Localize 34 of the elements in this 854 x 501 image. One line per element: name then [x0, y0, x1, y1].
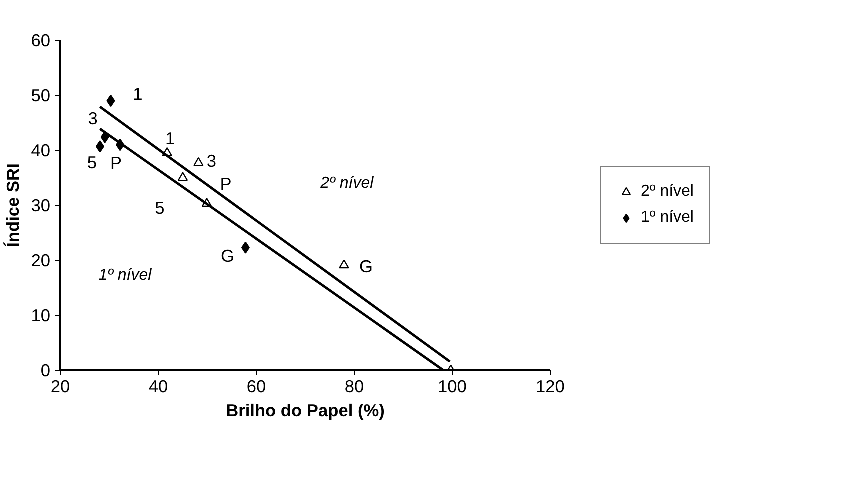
annotation: G: [220, 246, 234, 266]
annotation: 5: [155, 198, 165, 218]
annotation: 1: [133, 84, 143, 104]
x-tick-label: 40: [148, 376, 168, 396]
y-tick-label: 50: [31, 86, 51, 106]
y-tick-label: 10: [31, 306, 51, 326]
point: [194, 157, 204, 166]
y-tick-label: 0: [40, 360, 51, 380]
annotation: P: [110, 153, 122, 173]
x-tick-label: 120: [536, 376, 565, 396]
point: [339, 260, 350, 269]
x-axis-title: Brilho do Papel (%): [226, 400, 385, 420]
annotation: 1º nível: [98, 266, 152, 284]
x-tick-label: 80: [344, 376, 364, 396]
y-axis-title: Índice SRI: [3, 164, 24, 248]
annotation: 3: [88, 108, 98, 128]
y-tick-label: 20: [31, 250, 51, 270]
point: [96, 140, 104, 153]
annotation: 1: [166, 128, 176, 148]
annotation: G: [359, 256, 373, 276]
y-tick-label: 60: [31, 30, 51, 50]
point: [241, 242, 250, 254]
annotation: 5: [87, 152, 98, 173]
x-tick-label: 100: [438, 376, 467, 396]
x-tick-label: 60: [246, 376, 266, 396]
x-tick-label: 20: [50, 376, 70, 396]
annotation: 3: [206, 151, 216, 172]
annotation: P: [220, 174, 232, 194]
legend-label: 1º nível: [641, 209, 694, 227]
annotation: 2º nível: [320, 174, 374, 192]
y-tick-label: 40: [31, 140, 51, 160]
y-tick-label: 30: [31, 196, 51, 216]
point: [178, 172, 188, 182]
legend-label: 2º nível: [641, 183, 694, 201]
